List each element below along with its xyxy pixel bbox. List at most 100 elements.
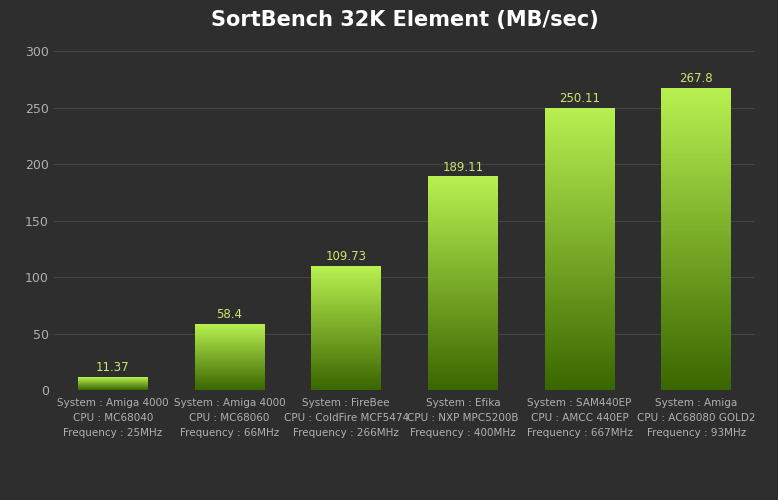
Bar xyxy=(311,292,381,294)
Bar xyxy=(545,238,615,239)
Bar xyxy=(311,388,381,389)
Bar xyxy=(661,372,731,374)
Bar xyxy=(661,278,731,280)
Bar xyxy=(428,190,498,192)
Bar xyxy=(661,263,731,264)
Bar xyxy=(428,386,498,387)
Bar xyxy=(311,268,381,269)
Bar xyxy=(545,376,615,378)
Bar xyxy=(545,220,615,222)
Bar xyxy=(661,98,731,100)
Bar xyxy=(311,314,381,315)
Bar xyxy=(661,195,731,196)
Bar xyxy=(661,190,731,192)
Bar xyxy=(311,322,381,323)
Bar xyxy=(428,212,498,213)
Bar xyxy=(428,372,498,373)
Bar xyxy=(428,267,498,268)
Bar xyxy=(661,388,731,390)
Bar xyxy=(545,302,615,304)
Bar xyxy=(311,318,381,319)
Bar xyxy=(661,130,731,132)
Bar xyxy=(311,332,381,333)
Bar xyxy=(661,239,731,240)
Bar xyxy=(661,114,731,115)
Bar xyxy=(545,325,615,326)
Bar xyxy=(661,219,731,220)
Bar xyxy=(661,308,731,310)
Bar xyxy=(545,374,615,376)
Bar xyxy=(661,126,731,127)
Bar xyxy=(428,232,498,233)
Bar xyxy=(661,290,731,292)
Bar xyxy=(545,262,615,263)
Bar xyxy=(428,251,498,252)
Bar xyxy=(428,352,498,354)
Bar xyxy=(545,277,615,278)
Bar xyxy=(661,349,731,350)
Bar xyxy=(428,297,498,298)
Bar xyxy=(661,245,731,246)
Bar xyxy=(661,226,731,228)
Bar xyxy=(311,309,381,310)
Bar xyxy=(545,236,615,238)
Bar xyxy=(661,244,731,245)
Bar xyxy=(661,124,731,126)
Bar xyxy=(428,341,498,342)
Bar xyxy=(545,154,615,156)
Bar xyxy=(661,166,731,168)
Bar xyxy=(661,157,731,158)
Bar xyxy=(545,322,615,324)
Bar xyxy=(545,310,615,311)
Bar xyxy=(428,314,498,316)
Bar xyxy=(428,188,498,190)
Bar xyxy=(545,388,615,390)
Bar xyxy=(428,215,498,216)
Bar xyxy=(311,368,381,369)
Bar xyxy=(428,308,498,309)
Bar xyxy=(311,377,381,378)
Bar xyxy=(661,233,731,234)
Bar xyxy=(661,96,731,98)
Bar xyxy=(661,242,731,244)
Bar xyxy=(311,382,381,383)
Bar xyxy=(545,340,615,342)
Bar xyxy=(661,158,731,160)
Bar xyxy=(545,232,615,234)
Bar xyxy=(661,266,731,268)
Bar xyxy=(661,180,731,182)
Bar xyxy=(661,109,731,110)
Bar xyxy=(311,295,381,296)
Bar xyxy=(545,182,615,184)
Bar xyxy=(311,350,381,351)
Bar xyxy=(661,238,731,239)
Bar xyxy=(428,224,498,226)
Bar xyxy=(428,242,498,244)
Bar xyxy=(428,378,498,380)
Bar xyxy=(428,290,498,292)
Bar xyxy=(661,307,731,308)
Bar xyxy=(545,171,615,172)
Bar xyxy=(428,282,498,283)
Bar xyxy=(661,300,731,301)
Bar xyxy=(428,286,498,288)
Bar xyxy=(661,331,731,332)
Bar xyxy=(545,240,615,242)
Bar xyxy=(545,184,615,186)
Bar xyxy=(428,375,498,376)
Bar xyxy=(545,264,615,266)
Bar xyxy=(311,319,381,320)
Bar xyxy=(545,249,615,250)
Bar xyxy=(661,358,731,360)
Bar xyxy=(661,286,731,287)
Bar xyxy=(545,250,615,252)
Bar xyxy=(311,280,381,281)
Bar xyxy=(428,263,498,264)
Bar xyxy=(661,281,731,282)
Bar xyxy=(545,274,615,276)
Bar xyxy=(661,151,731,152)
Bar xyxy=(311,301,381,302)
Bar xyxy=(545,246,615,248)
Bar xyxy=(311,371,381,372)
Bar xyxy=(661,88,731,89)
